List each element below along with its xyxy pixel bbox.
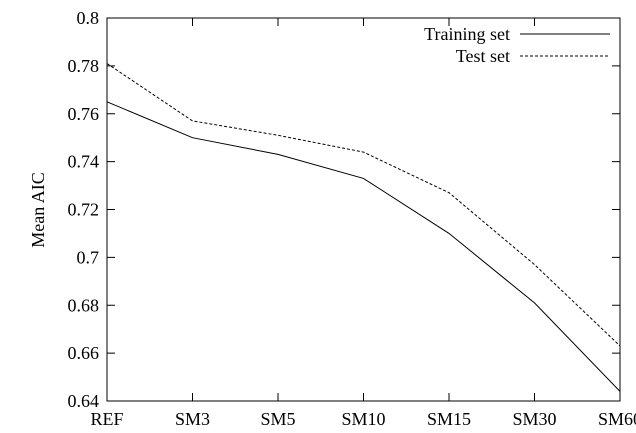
axis-ticks: 0.64 0.66 0.68 0.7 0.72 0.74 0.76 0.78 0.8 REF SM3… <box>68 8 636 429</box>
y-tick-label: 0.72 <box>68 200 100 220</box>
x-tick-label: SM3 <box>175 409 210 429</box>
x-tick-label: SM30 <box>512 409 556 429</box>
legend-label-test-set: Test set <box>456 46 510 66</box>
y-axis-title: Mean AIC <box>28 172 48 248</box>
y-tick-label: 0.74 <box>68 152 100 172</box>
series-line-test-set <box>106 63 621 347</box>
y-tick-label: 0.68 <box>68 295 100 315</box>
y-tick-label: 0.76 <box>68 104 100 124</box>
x-tick-label: SM5 <box>260 409 295 429</box>
y-tick-label: 0.78 <box>68 56 100 76</box>
legend-label-training-set: Training set <box>424 24 510 44</box>
series-line-training-set <box>106 101 621 392</box>
x-tick-label: SM15 <box>427 409 471 429</box>
y-axis-title-group: Mean AIC <box>28 172 48 248</box>
x-tick-label: SM10 <box>341 409 385 429</box>
y-tick-label: 0.66 <box>68 343 100 363</box>
y-tick-label: 0.7 <box>77 247 100 267</box>
y-tick-label: 0.64 <box>68 391 100 411</box>
x-tick-label: SM60 <box>598 409 636 429</box>
plot-frame <box>106 17 621 402</box>
x-tick-label: REF <box>90 409 123 429</box>
series-lines <box>106 63 621 392</box>
y-tick-label: 0.8 <box>77 8 100 28</box>
